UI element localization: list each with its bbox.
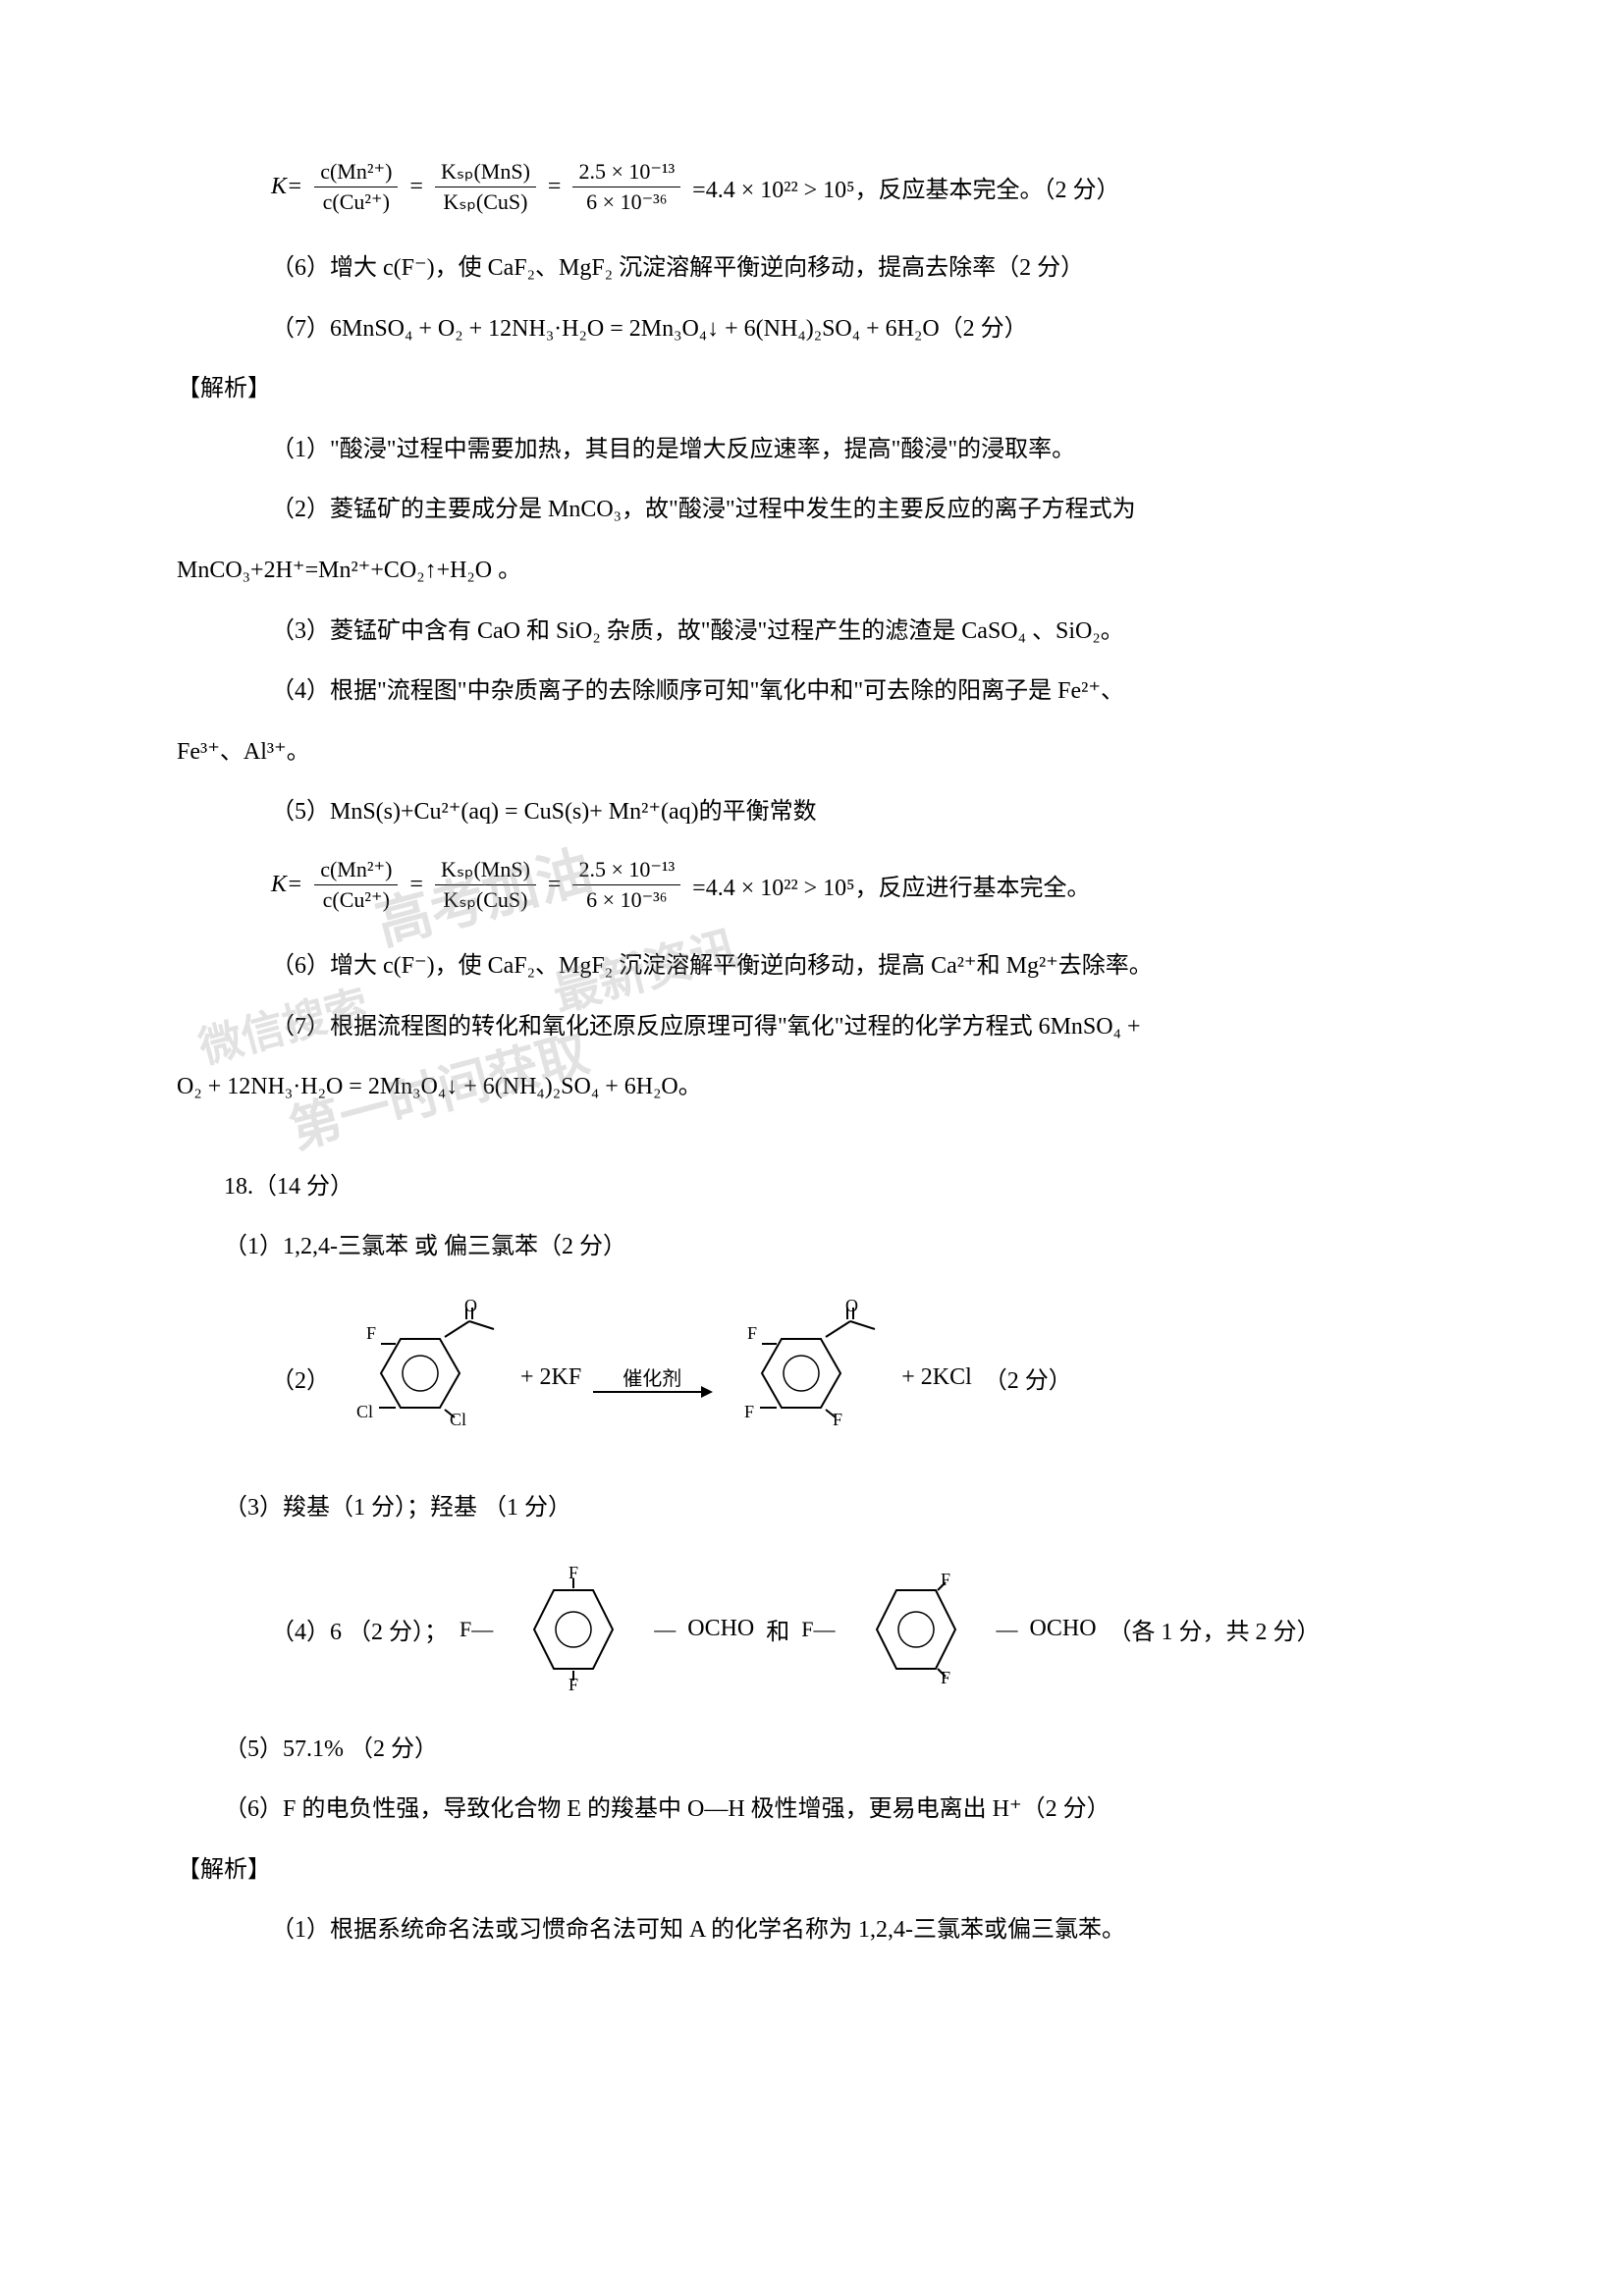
k-label: K= bbox=[271, 174, 302, 200]
svg-text:F: F bbox=[744, 1402, 754, 1421]
analysis-7-line1: （7）根据流程图的转化和氧化还原反应原理可得"氧化"过程的化学方程式 6MnSO… bbox=[177, 1005, 1447, 1050]
frac-numbers: 2.5 × 10⁻¹³ 6 × 10⁻³⁶ bbox=[572, 157, 680, 217]
question-18-header: 18.（14 分） bbox=[177, 1165, 1447, 1210]
isomer-2-icon: F F bbox=[847, 1561, 985, 1698]
analysis2-header: 【解析】 bbox=[177, 1848, 1447, 1894]
svg-text:F: F bbox=[747, 1323, 757, 1343]
analysis-b1: （1）根据系统命名法或习惯命名法可知 A 的化学名称为 1,2,4-三氯苯或偏三… bbox=[177, 1908, 1447, 1953]
reactant-molecule-icon: F Cl Cl O bbox=[342, 1300, 509, 1457]
q18-part2-reaction: （2） F Cl Cl O + 2KF 催化剂 F F F O + 2KCl （… bbox=[271, 1300, 1447, 1457]
reaction-arrow: 催化剂 bbox=[593, 1362, 711, 1393]
svg-text:Cl: Cl bbox=[450, 1410, 466, 1429]
product-molecule-icon: F F F O bbox=[723, 1300, 890, 1457]
analysis-4-line1: （4）根据"流程图"中杂质离子的去除顺序可知"氧化中和"可去除的阳离子是 Fe²… bbox=[177, 669, 1447, 715]
equilibrium-equation-1: K= c(Mn²⁺) c(Cu²⁺) = Kₛₚ(MnS) Kₛₚ(CuS) =… bbox=[271, 157, 1447, 217]
ocho-1: OCHO bbox=[687, 1616, 754, 1642]
q18-part6: （6）F 的电负性强，导致化合物 E 的羧基中 O—H 极性增强，更易电离出 H… bbox=[177, 1788, 1447, 1833]
frac-ksp: Kₛₚ(MnS) Kₛₚ(CuS) bbox=[435, 157, 536, 217]
analysis-1: （1）"酸浸"过程中需要加热，其目的是增大反应速率，提高"酸浸"的浸取率。 bbox=[177, 428, 1447, 473]
q18-2-kf: + 2KF bbox=[520, 1364, 581, 1391]
k-label-2: K= bbox=[271, 872, 302, 898]
answer-6: （6）增大 c(F⁻)，使 CaF₂、MgF₂ 沉淀溶解平衡逆向移动，提高去除率… bbox=[177, 246, 1447, 292]
q18-part3: （3）羧基（1 分）；羟基 （1 分） bbox=[177, 1486, 1447, 1531]
analysis-5-head: （5）MnS(s)+Cu²⁺(aq) = CuS(s)+ Mn²⁺(aq)的平衡… bbox=[177, 790, 1447, 835]
analysis-2-line2: MnCO₃+2H⁺=Mn²⁺+CO₂↑+H₂O 。 bbox=[177, 549, 1447, 594]
analysis-7-line2: O₂ + 12NH₃·H₂O = 2Mn₃O₄↓ + 6(NH₄)₂SO₄ + … bbox=[177, 1065, 1447, 1110]
svg-text:F: F bbox=[941, 1668, 950, 1687]
frac-ksp-2: Kₛₚ(MnS) Kₛₚ(CuS) bbox=[435, 855, 536, 915]
q18-4-and: 和 bbox=[766, 1612, 789, 1646]
frac-cmn-ccu-2: c(Mn²⁺) c(Cu²⁺) bbox=[314, 855, 398, 915]
q18-2-points: （2 分） bbox=[984, 1361, 1072, 1395]
svg-text:Cl: Cl bbox=[356, 1402, 373, 1421]
answer-7: （7）6MnSO₄ + O₂ + 12NH₃·H₂O = 2Mn₃O₄↓ + 6… bbox=[177, 307, 1447, 352]
q18-4-points: （各 1 分，共 2 分） bbox=[1109, 1612, 1321, 1646]
analysis-3: （3）菱锰矿中含有 CaO 和 SiO₂ 杂质，故"酸浸"过程产生的滤渣是 Ca… bbox=[177, 610, 1447, 655]
eq1-result: =4.4 × 10²² > 10⁵，反应基本完全。（2 分） bbox=[692, 170, 1119, 204]
svg-text:F: F bbox=[366, 1323, 376, 1343]
q18-2-kcl: + 2KCl bbox=[901, 1364, 972, 1391]
eq2-result: =4.4 × 10²² > 10⁵，反应进行基本完全。 bbox=[692, 868, 1090, 902]
q18-4-label: （4）6 （2 分）； bbox=[271, 1612, 448, 1646]
q18-part1: （1）1,2,4-三氯苯 或 偏三氯苯（2 分） bbox=[177, 1225, 1447, 1270]
analysis-4-line2: Fe³⁺、Al³⁺。 bbox=[177, 730, 1447, 775]
analysis-2-line1: （2）菱锰矿的主要成分是 MnCO₃，故"酸浸"过程中发生的主要反应的离子方程式… bbox=[177, 488, 1447, 533]
q18-2-label: （2） bbox=[271, 1361, 330, 1395]
svg-text:F: F bbox=[833, 1410, 842, 1429]
isomer-1-icon: F F bbox=[505, 1561, 642, 1698]
frac-numbers-2: 2.5 × 10⁻¹³ 6 × 10⁻³⁶ bbox=[572, 855, 680, 915]
equilibrium-equation-2: K= c(Mn²⁺) c(Cu²⁺) = Kₛₚ(MnS) Kₛₚ(CuS) =… bbox=[271, 855, 1447, 915]
q18-part5: （5）57.1% （2 分） bbox=[177, 1728, 1447, 1773]
catalyst-label: 催化剂 bbox=[623, 1362, 681, 1391]
frac-cmn-ccu: c(Mn²⁺) c(Cu²⁺) bbox=[314, 157, 398, 217]
q18-part4-structures: （4）6 （2 分）； F— F F — OCHO 和 F— F F — OCH… bbox=[271, 1561, 1447, 1698]
analysis-header: 【解析】 bbox=[177, 367, 1447, 412]
ocho-2: OCHO bbox=[1030, 1616, 1097, 1642]
analysis-6: （6）增大 c(F⁻)，使 CaF₂、MgF₂ 沉淀溶解平衡逆向移动，提高 Ca… bbox=[177, 944, 1447, 989]
